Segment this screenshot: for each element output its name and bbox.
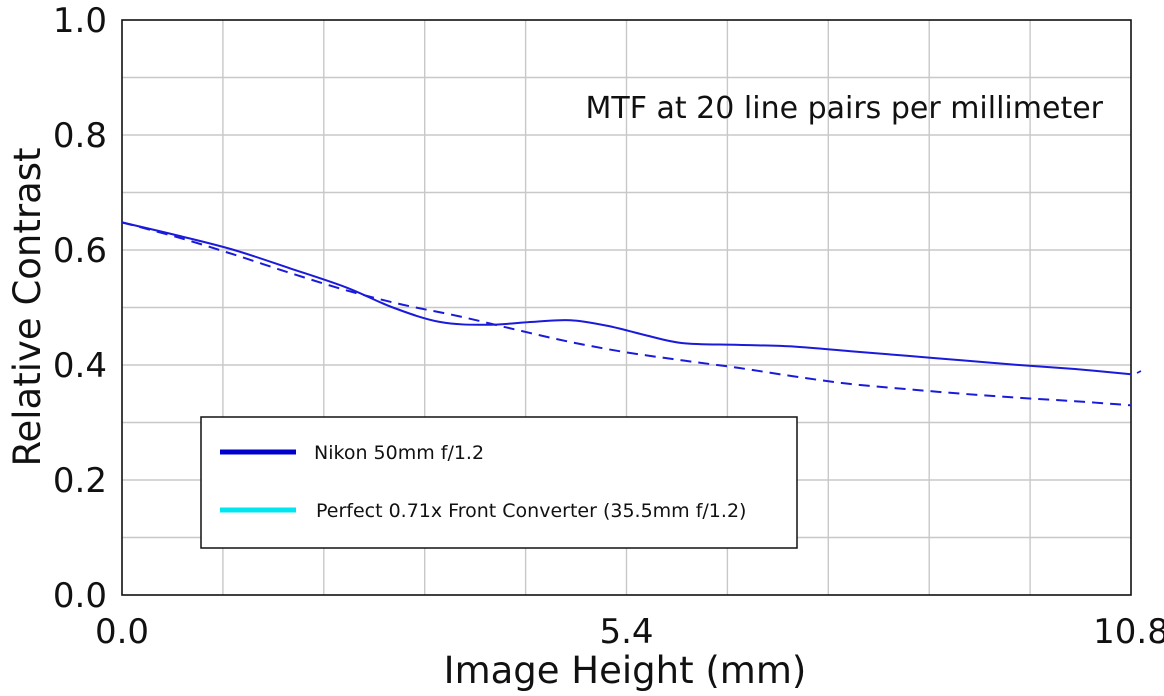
x-tick-label: 0.0 [95,612,149,652]
legend-box [200,416,798,549]
y-tick-label: 0.8 [53,116,107,156]
y-axis-title: Relative Contrast [6,147,49,466]
y-tick-label: 0.4 [53,346,107,386]
x-tick-label: 10.8 [1093,612,1164,652]
series-layer [121,221,1132,407]
chart-annotation: MTF at 20 line pairs per millimeter [586,91,1104,126]
y-tick-label: 0.6 [53,231,107,271]
x-axis-title: Image Height (mm) [444,649,807,692]
x-tick-label: 5.4 [599,612,653,652]
y-tick-label: 0.2 [53,461,107,501]
legend-label-nikon: Nikon 50mm f/1.2 [314,442,484,464]
legend-label-perfect-converter: Perfect 0.71x Front Converter (35.5mm f/… [316,500,746,522]
series-line-nikon [121,221,1132,376]
edge-mark [1136,370,1142,374]
x-tick-labels: 0.0 5.4 10.8 [95,612,1164,652]
y-tick-label: 1.0 [53,1,107,41]
y-tick-labels: 0.0 0.2 0.4 0.6 0.8 1.0 [53,1,107,616]
plot-frame [121,19,1132,596]
y-tick-label: 0.0 [53,576,107,616]
legend: Nikon 50mm f/1.2 Perfect 0.71x Front Con… [200,416,798,549]
